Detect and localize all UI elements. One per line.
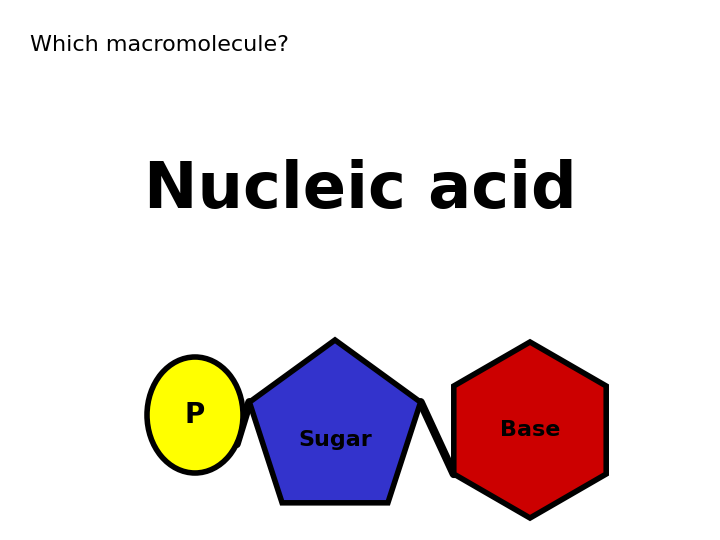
Text: Which macromolecule?: Which macromolecule? bbox=[30, 35, 289, 55]
Ellipse shape bbox=[147, 357, 243, 473]
Text: Base: Base bbox=[500, 420, 560, 440]
Text: Sugar: Sugar bbox=[298, 430, 372, 450]
Text: P: P bbox=[185, 401, 205, 429]
Polygon shape bbox=[249, 340, 420, 503]
Polygon shape bbox=[454, 342, 606, 518]
Text: Nucleic acid: Nucleic acid bbox=[143, 159, 577, 221]
